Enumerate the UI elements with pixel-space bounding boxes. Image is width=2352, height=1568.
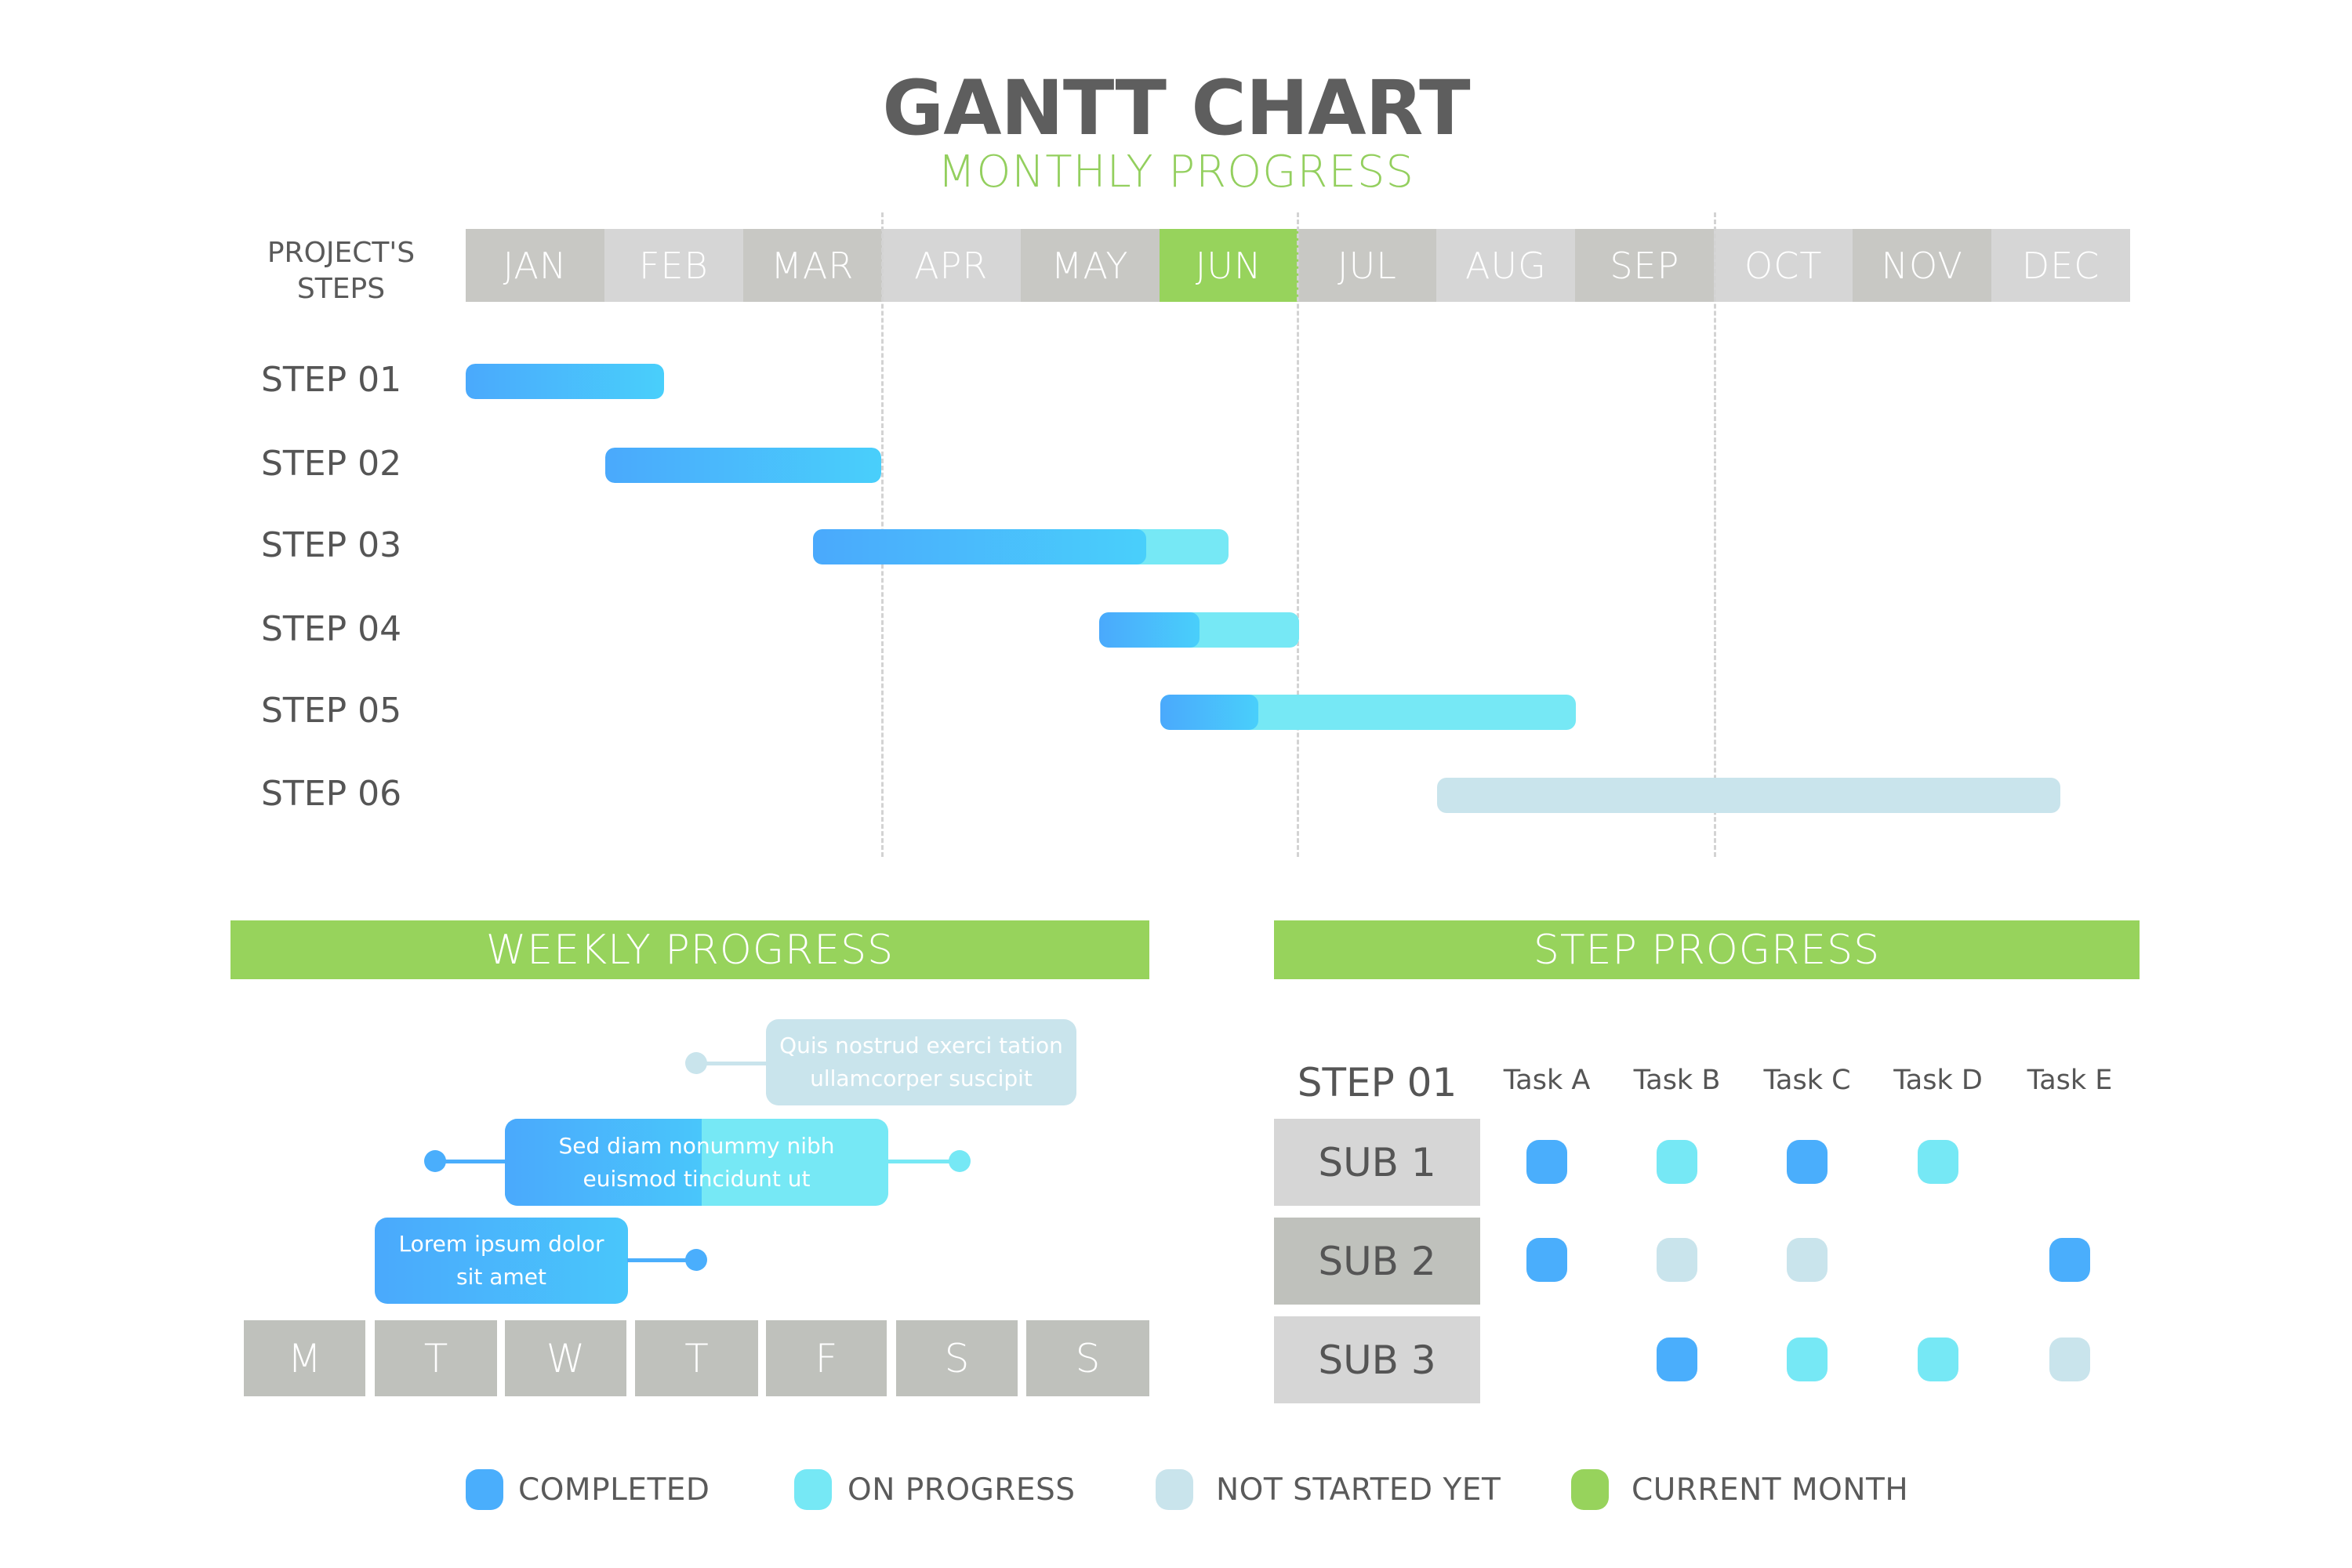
completed-segment [1099,612,1200,648]
step-progress-step-label: STEP 01 [1297,1060,1457,1105]
legend-label-not-started: NOT STARTED YET [1216,1472,1501,1508]
timeline-dot [685,1249,707,1271]
step-label: STEP 05 [261,691,402,731]
step-label: STEP 06 [261,774,402,814]
day-tuesday: T [375,1320,497,1396]
card-text-line2: euismod tincidunt ut [583,1165,811,1192]
month-feb: FEB [604,229,743,302]
timeline-connector [435,1160,506,1163]
step-label: STEP 03 [261,525,402,565]
timeline-dot [949,1150,971,1172]
month-may: MAY [1020,229,1160,302]
status-completed[interactable] [1787,1140,1828,1184]
card-text-line1: Quis nostrud exerci tation [779,1033,1063,1058]
status-on-progress[interactable] [1787,1338,1828,1381]
day-thursday: T [635,1320,758,1396]
legend-swatch-not-started [1156,1469,1193,1510]
status-completed[interactable] [1526,1140,1567,1184]
completed-segment [1160,695,1258,730]
month-sep: SEP [1575,229,1715,302]
month-header: JAN FEB MAR APR MAY JUN JUL AUG SEP OCT … [466,229,2131,302]
timeline-connector [696,1062,767,1065]
card-text-line1: Lorem ipsum dolor [398,1231,604,1257]
day-friday: F [766,1320,887,1396]
legend-swatch-on-progress [794,1469,832,1510]
quarter-gridline-3 [1714,212,1716,857]
status-on-progress[interactable] [1918,1338,1958,1381]
day-sunday: S [1026,1320,1149,1396]
step-progress-banner: STEP PROGRESS [1274,920,2140,979]
day-wednesday: W [505,1320,626,1396]
gantt-bar-step-06[interactable] [1437,778,2060,813]
month-dec: DEC [1991,229,2131,302]
day-monday: M [244,1320,365,1396]
card-text-line2: ullamcorper suscipit [810,1065,1033,1091]
quarter-gridline-2 [1297,212,1299,857]
completed-segment [605,448,881,483]
status-not-started[interactable] [2049,1338,2090,1381]
status-completed[interactable] [1657,1338,1697,1381]
legend-swatch-completed [466,1469,503,1510]
completed-segment [505,1119,702,1206]
weekly-progress-banner: WEEKLY PROGRESS [230,920,1149,979]
status-on-progress[interactable] [1657,1140,1697,1184]
weekly-task-card[interactable]: Quis nostrud exerci tation ullamcorper su… [766,1019,1076,1105]
step-label: STEP 02 [261,444,402,484]
month-oct: OCT [1714,229,1853,302]
status-not-started[interactable] [1657,1238,1697,1282]
month-aug: AUG [1436,229,1576,302]
sub-row-label: SUB 3 [1274,1316,1480,1403]
gantt-bar-step-01[interactable] [466,364,664,399]
sub-row-label: SUB 1 [1274,1119,1480,1206]
row-header-line1: PROJECT'S [267,237,416,269]
chart-subtitle: MONTHLY PROGRESS [938,147,1414,198]
day-saturday: S [896,1320,1018,1396]
card-text-line2: sit amet [456,1264,546,1290]
gantt-bar-step-02[interactable] [605,448,881,483]
completed-segment [466,364,664,399]
month-jan: JAN [466,229,604,302]
gantt-bar-step-03[interactable] [813,529,1229,564]
weekly-task-card[interactable]: Sed diam nonummy nibh euismod tincidunt u… [505,1119,888,1206]
month-jun-current: JUN [1159,229,1298,302]
task-header: Task D [1893,1065,1983,1096]
month-apr: APR [881,229,1021,302]
task-header: Task E [2027,1065,2113,1096]
task-header: Task C [1763,1065,1851,1096]
task-header: Task A [1503,1065,1591,1096]
row-header-line2: STEPS [296,273,386,305]
weekly-task-card[interactable]: Lorem ipsum dolor sit amet [375,1218,628,1304]
legend-label-current-month: CURRENT MONTH [1632,1472,1909,1508]
chart-title: GANTT CHART [882,64,1470,152]
legend-label-completed: COMPLETED [518,1472,710,1508]
timeline-connector [627,1258,696,1262]
status-not-started[interactable] [1787,1238,1828,1282]
task-header: Task B [1633,1065,1721,1096]
month-nov: NOV [1853,229,1992,302]
gantt-bar-step-05[interactable] [1160,695,1576,730]
status-completed[interactable] [1526,1238,1567,1282]
step-label: STEP 04 [261,609,402,649]
status-completed[interactable] [2049,1238,2090,1282]
month-jul: JUL [1298,229,1437,302]
row-header-label: PROJECT'S STEPS [235,235,447,307]
status-on-progress[interactable] [1918,1140,1958,1184]
step-label: STEP 01 [261,360,402,400]
legend-swatch-current-month [1571,1469,1609,1510]
sub-row-label: SUB 2 [1274,1218,1480,1305]
card-text-line1: Sed diam nonummy nibh [558,1132,835,1159]
month-mar: MAR [742,229,882,302]
gantt-bar-step-04[interactable] [1099,612,1299,648]
timeline-connector [887,1160,960,1163]
legend-label-on-progress: ON PROGRESS [848,1472,1076,1508]
completed-segment [813,529,1146,564]
